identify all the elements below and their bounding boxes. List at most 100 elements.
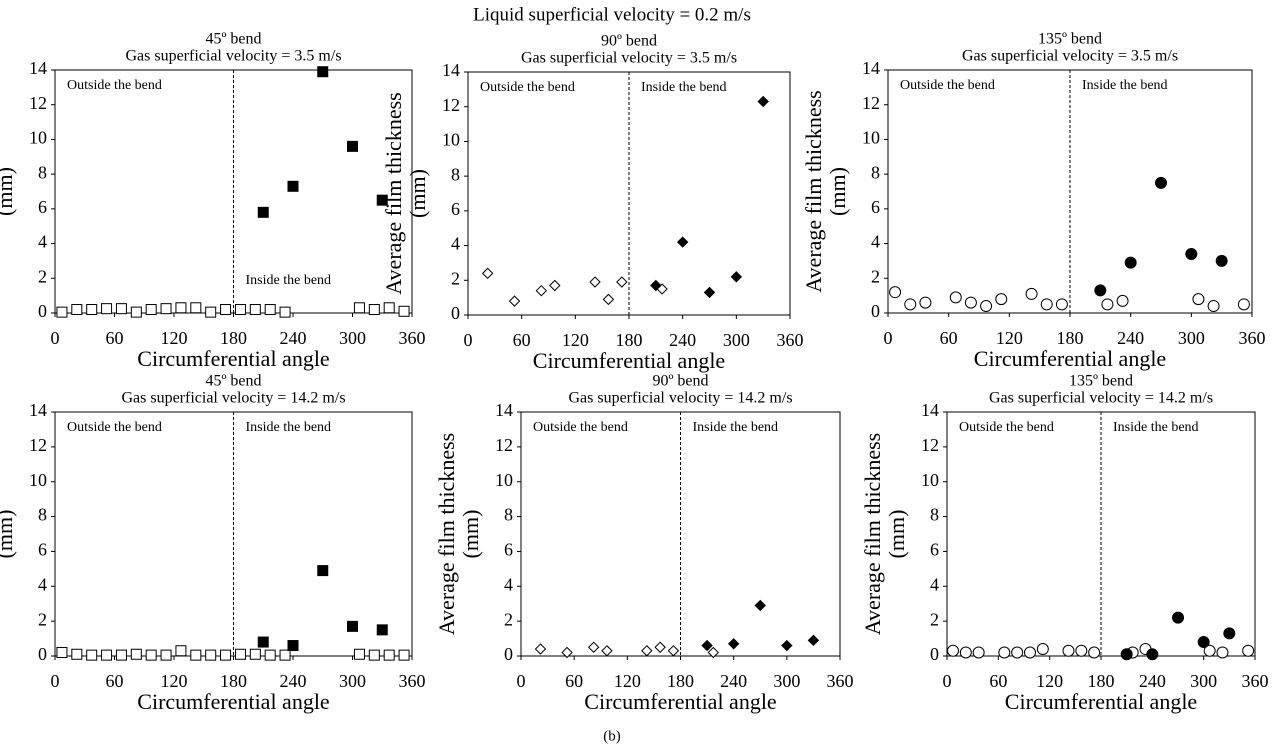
marker bbox=[676, 236, 689, 248]
y-tick-label: 2 bbox=[504, 609, 513, 629]
x-tick-label: 180 bbox=[220, 671, 247, 691]
marker bbox=[175, 302, 187, 314]
marker bbox=[287, 180, 299, 192]
marker bbox=[972, 646, 985, 659]
marker bbox=[959, 646, 972, 659]
marker bbox=[549, 279, 561, 292]
marker bbox=[757, 95, 769, 108]
x-tick-label: 180 bbox=[220, 328, 247, 348]
y-tick-label: 0 bbox=[871, 301, 880, 321]
x-tick-label: 120 bbox=[996, 328, 1023, 348]
y-tick-label: 14 bbox=[29, 58, 47, 78]
marker bbox=[220, 304, 232, 316]
x-tick-label: 240 bbox=[1139, 671, 1166, 691]
marker bbox=[1192, 293, 1205, 306]
y-tick-label: 0 bbox=[38, 644, 47, 664]
y-tick-label: 0 bbox=[930, 644, 939, 664]
annotation: Outside the bend bbox=[533, 420, 628, 435]
marker bbox=[56, 306, 68, 318]
x-tick-label: 240 bbox=[280, 328, 307, 348]
marker bbox=[980, 300, 993, 313]
x-axis-label: Circumferential angle bbox=[584, 689, 776, 714]
marker bbox=[602, 293, 615, 306]
marker bbox=[707, 646, 719, 659]
y-tick-label: 4 bbox=[930, 574, 939, 594]
x-tick-label: 300 bbox=[773, 671, 800, 691]
marker bbox=[1207, 300, 1220, 313]
x-tick-label: 360 bbox=[1239, 328, 1266, 348]
panel-subtitle: Gas superficial velocity = 14.2 m/s bbox=[568, 390, 792, 407]
y-tick-label: 2 bbox=[871, 266, 880, 286]
marker bbox=[1062, 644, 1075, 657]
x-tick-label: 60 bbox=[565, 671, 583, 691]
marker bbox=[1025, 287, 1038, 300]
y-tick-label: 10 bbox=[862, 128, 880, 148]
marker bbox=[145, 304, 157, 316]
y-tick-label: 12 bbox=[29, 435, 47, 455]
marker bbox=[946, 644, 959, 657]
marker bbox=[86, 649, 98, 661]
y-tick-label: 14 bbox=[442, 60, 460, 80]
panel-title: 90º bend bbox=[652, 373, 708, 390]
marker bbox=[601, 645, 613, 657]
y-tick-label: 14 bbox=[862, 58, 880, 78]
marker bbox=[1075, 644, 1088, 657]
annotation: Outside the bend bbox=[67, 420, 162, 435]
marker bbox=[234, 304, 246, 316]
x-tick-label: 120 bbox=[161, 671, 188, 691]
marker bbox=[701, 639, 713, 652]
y-tick-label: 12 bbox=[442, 95, 460, 115]
x-tick-label: 120 bbox=[161, 328, 188, 348]
y-tick-label: 0 bbox=[504, 644, 513, 664]
panel-subtitle: Gas superficial velocity = 14.2 m/s bbox=[989, 390, 1213, 407]
x-tick-label: 120 bbox=[614, 671, 641, 691]
marker bbox=[279, 649, 291, 661]
y-tick-label: 12 bbox=[495, 435, 513, 455]
marker bbox=[667, 645, 680, 657]
marker bbox=[534, 643, 547, 655]
marker bbox=[145, 649, 157, 661]
x-tick-label: 180 bbox=[1057, 328, 1084, 348]
y-tick-label: 6 bbox=[451, 199, 460, 219]
marker bbox=[205, 649, 217, 661]
marker bbox=[264, 304, 276, 316]
marker bbox=[535, 284, 548, 297]
y-tick-label: 0 bbox=[451, 303, 460, 323]
y-tick-label: 6 bbox=[930, 540, 939, 560]
y-tick-label: 10 bbox=[29, 470, 47, 490]
y-tick-label: 2 bbox=[38, 609, 47, 629]
marker bbox=[1215, 254, 1228, 267]
y-tick-label: 14 bbox=[921, 400, 939, 420]
y-tick-label: 10 bbox=[442, 130, 460, 150]
y-axis-label: (mm) bbox=[458, 510, 483, 559]
y-tick-label: 2 bbox=[38, 266, 47, 286]
marker bbox=[1216, 646, 1229, 659]
x-tick-label: 0 bbox=[51, 328, 60, 348]
marker bbox=[376, 624, 388, 636]
annotation: Outside the bend bbox=[900, 78, 995, 93]
marker bbox=[249, 304, 261, 316]
x-tick-label: 0 bbox=[51, 671, 60, 691]
marker bbox=[190, 302, 202, 314]
marker bbox=[995, 293, 1008, 306]
x-tick-label: 60 bbox=[940, 328, 958, 348]
annotation: Inside the bend bbox=[246, 420, 332, 435]
marker bbox=[587, 641, 600, 653]
annotation: Inside the bend bbox=[641, 80, 727, 95]
marker bbox=[1172, 611, 1184, 624]
marker bbox=[650, 279, 662, 292]
marker bbox=[160, 649, 172, 661]
marker bbox=[889, 286, 902, 299]
x-tick-label: 180 bbox=[1088, 671, 1115, 691]
panel-title: 135º bend bbox=[1038, 31, 1102, 48]
marker bbox=[220, 649, 232, 661]
marker bbox=[353, 648, 365, 660]
marker bbox=[561, 646, 573, 659]
marker bbox=[353, 302, 365, 314]
x-tick-label: 360 bbox=[777, 330, 804, 350]
y-axis-label: (mm) bbox=[825, 167, 850, 216]
annotation: Inside the bend bbox=[246, 273, 332, 288]
